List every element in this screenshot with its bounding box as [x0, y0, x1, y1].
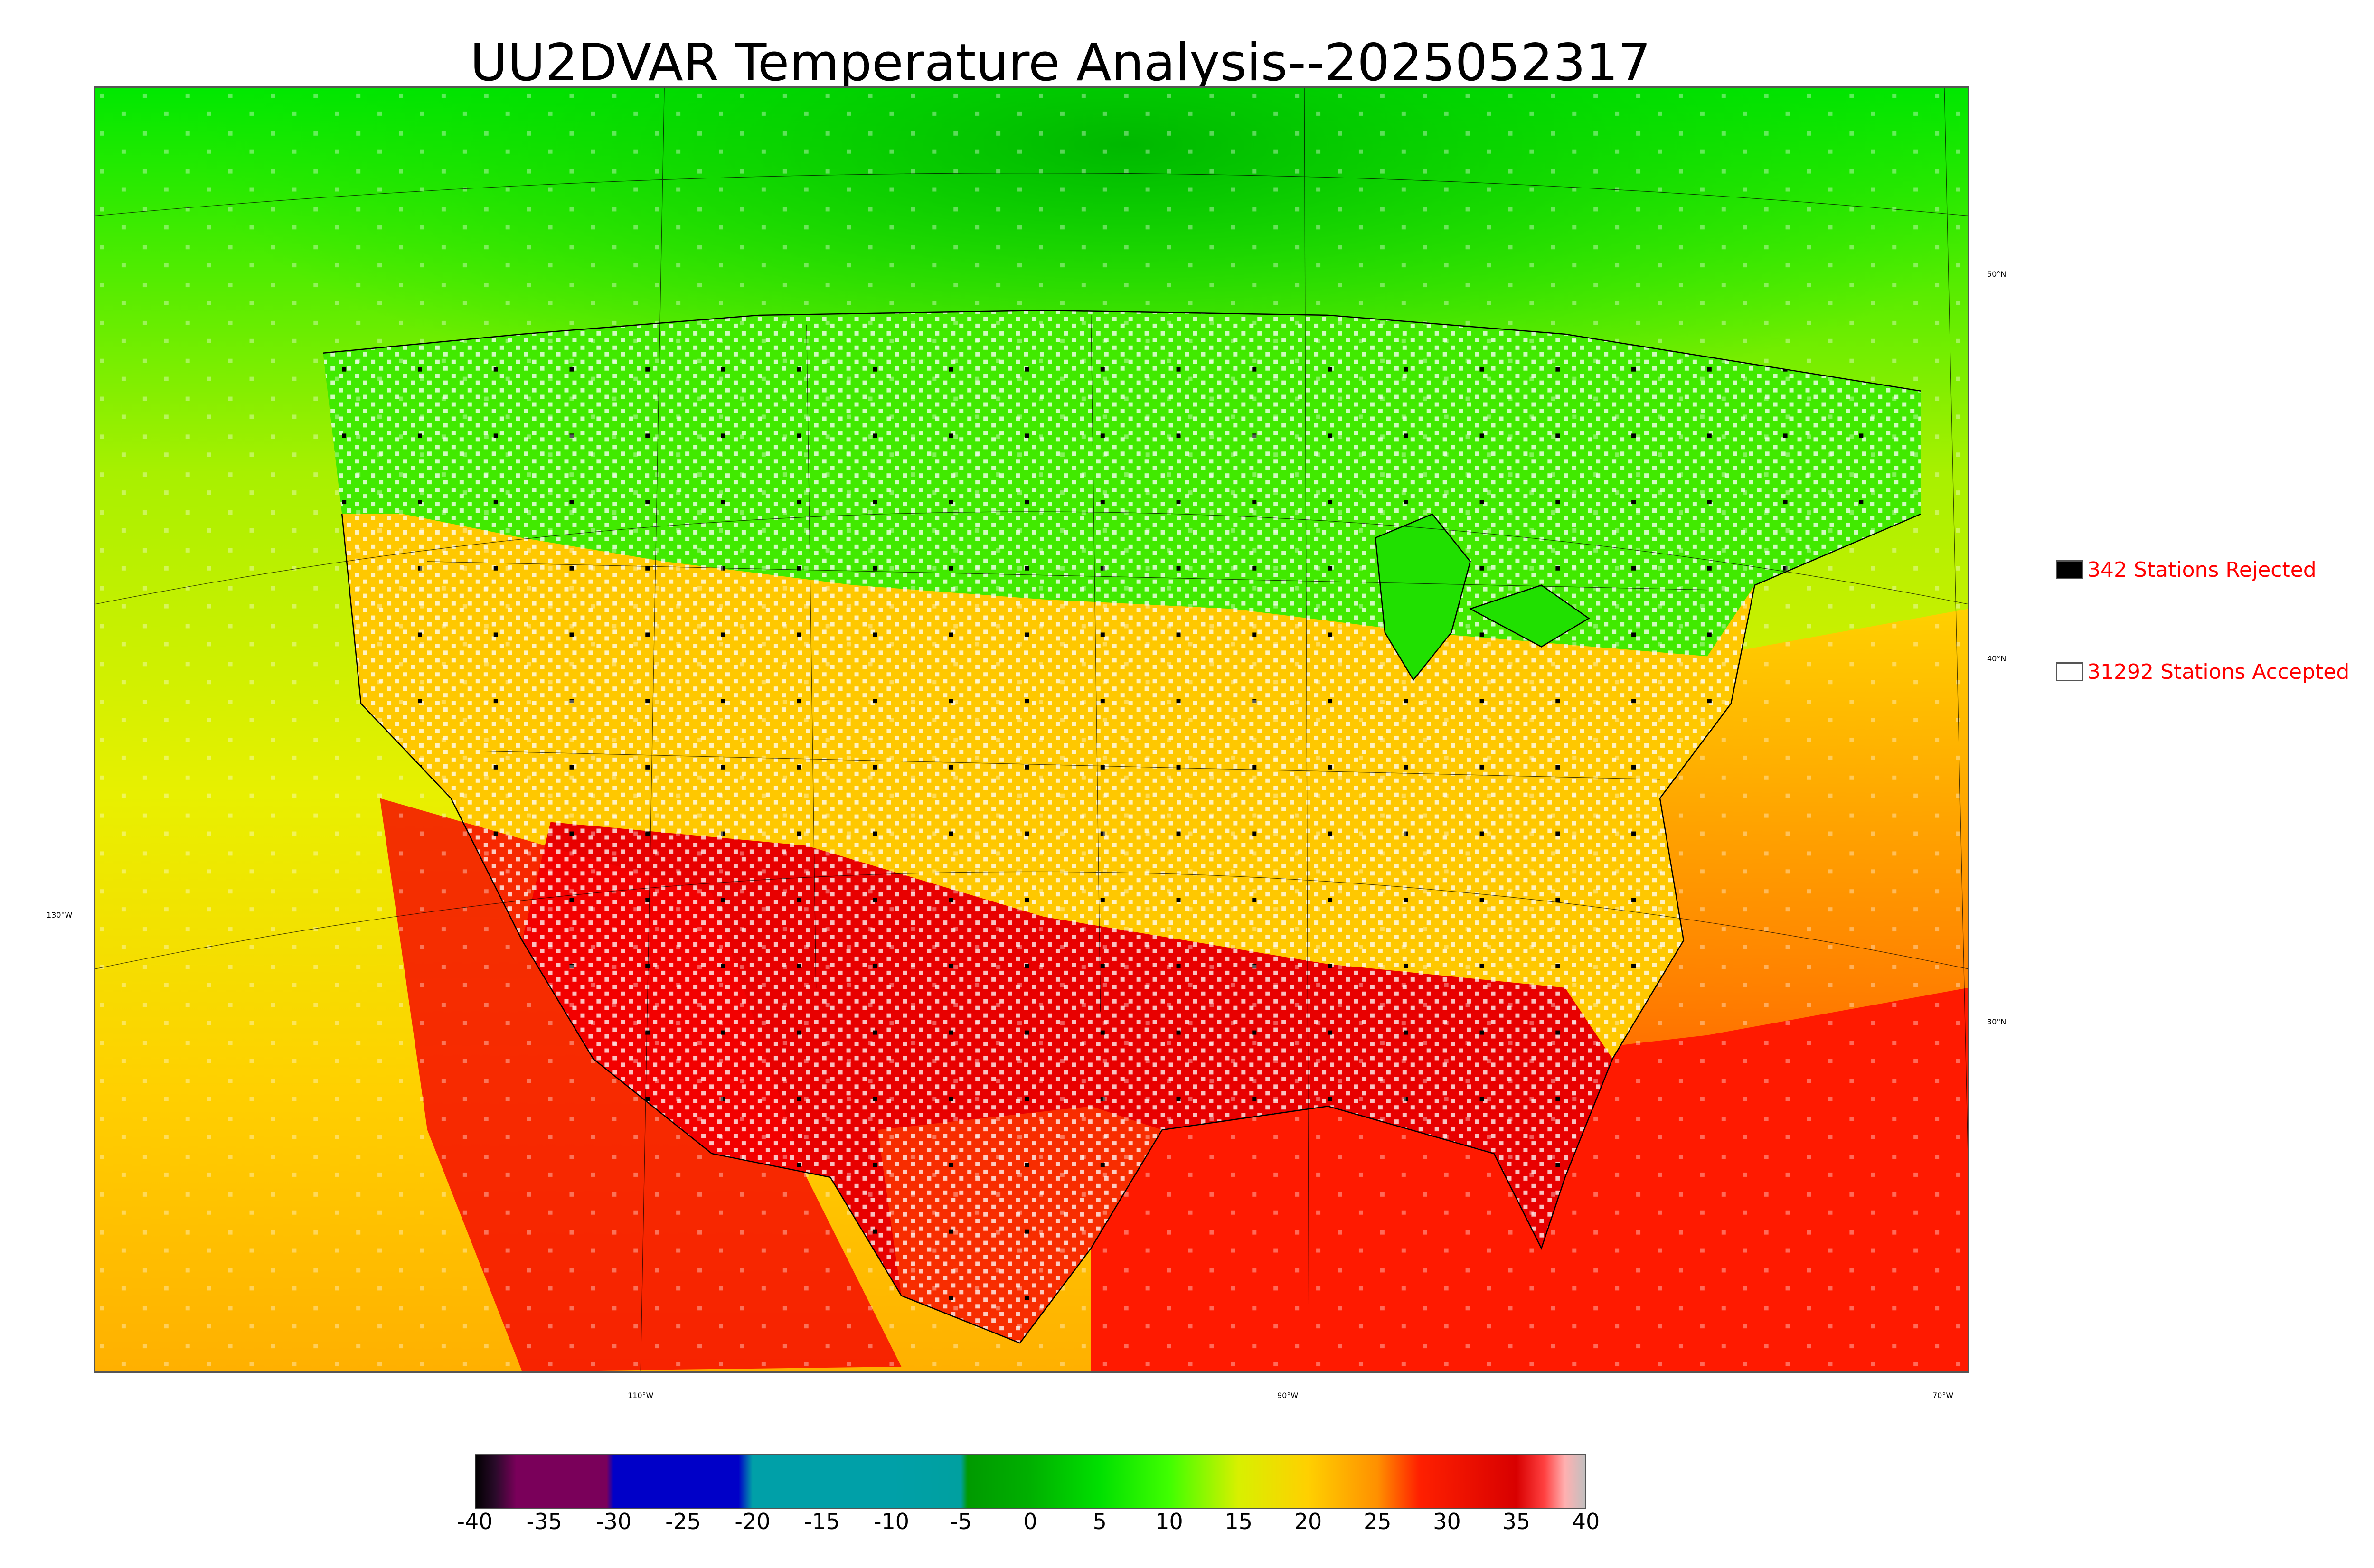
colorbar-tick-label: -40	[457, 1509, 493, 1534]
lat-label-30: 30°N	[1987, 1017, 2007, 1026]
colorbar-tick-label: 5	[1093, 1509, 1107, 1534]
accepted-swatch	[2056, 662, 2083, 681]
colorbar-tick-label: 0	[1023, 1509, 1037, 1534]
colorbar-tick-label: -15	[804, 1509, 840, 1534]
accepted-label: 31292 Stations Accepted	[2087, 659, 2350, 684]
colorbar-tick-label: 15	[1225, 1509, 1253, 1534]
colorbar-tick-label: 25	[1363, 1509, 1392, 1534]
rejected-swatch	[2056, 560, 2083, 579]
colorbar-tick-label: -20	[735, 1509, 771, 1534]
lat-label-50: 50°N	[1987, 270, 2007, 279]
legend-rejected: 342 Stations Rejected	[2056, 555, 2317, 584]
rejected-label: 342 Stations Rejected	[2087, 557, 2317, 582]
colorbar-tick-label: -30	[595, 1509, 632, 1534]
colorbar-tick-label: 35	[1502, 1509, 1531, 1534]
lat-label-40: 40°N	[1987, 654, 2007, 663]
colorbar-tick-label: 40	[1572, 1509, 1600, 1534]
colorbar-tick-label: 20	[1294, 1509, 1322, 1534]
colorbar-tick-label: -10	[873, 1509, 910, 1534]
temperature-field	[95, 88, 1968, 1371]
map-title: UU2DVAR Temperature Analysis--2025052317	[470, 33, 1651, 93]
colorbar-tick-label: -5	[950, 1509, 972, 1534]
lon-label-70w: 70°W	[1932, 1391, 1954, 1400]
lon-label-90w: 90°W	[1277, 1391, 1299, 1400]
lon-label-110w: 110°W	[628, 1391, 654, 1400]
temperature-map[interactable]	[94, 86, 1969, 1373]
colorbar-tick-label: 10	[1155, 1509, 1183, 1534]
colorbar-tick-label: -35	[526, 1509, 562, 1534]
colorbar-tick-label: 30	[1433, 1509, 1461, 1534]
colorbar-tick-label: -25	[665, 1509, 701, 1534]
temperature-colorbar	[475, 1454, 1586, 1509]
lon-label-130w: 130°W	[47, 911, 73, 920]
legend-accepted: 31292 Stations Accepted	[2056, 657, 2349, 686]
colorbar-fill	[475, 1454, 1586, 1509]
